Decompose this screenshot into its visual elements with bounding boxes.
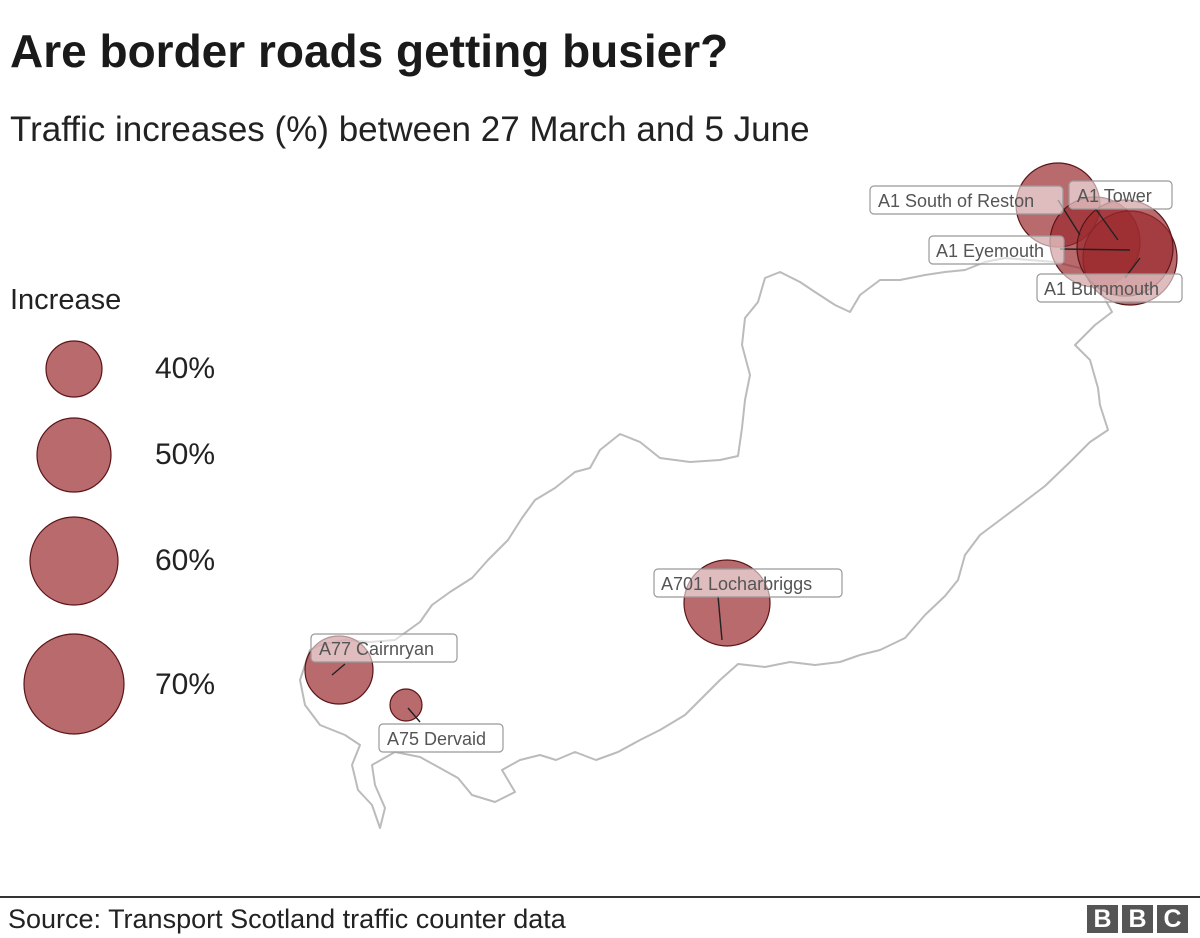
bbc-logo-letter: B	[1087, 905, 1118, 933]
source-note: Source: Transport Scotland traffic count…	[8, 904, 566, 934]
leader-a1-eyemouth	[1059, 248, 1131, 251]
site-label-name: A1 Tower	[1077, 186, 1152, 206]
legend-bubble-40	[45, 340, 103, 398]
site-label-name: A1 Burnmouth	[1044, 279, 1159, 299]
site-label-box	[1068, 180, 1173, 210]
site-label-box	[1036, 273, 1183, 303]
site-label-a75-dervaid: A75 Dervaid	[378, 723, 504, 753]
bubble-a75-dervaid	[389, 688, 423, 722]
legend-label-60: 60%	[155, 544, 216, 577]
site-label-box	[928, 235, 1065, 265]
site-label-a1-burnmouth: A1 Burnmouth	[1036, 273, 1183, 303]
site-label-name: A1 Eyemouth	[936, 241, 1044, 261]
site-label-a1-tower: A1 Tower	[1068, 180, 1173, 210]
legend-label-40: 40%	[155, 352, 216, 385]
dumfries-galloway-outline	[299, 257, 1113, 829]
leader-a77-cairnryan	[331, 663, 346, 676]
site-label-a1-eyemouth: A1 Eyemouth	[928, 235, 1065, 265]
legend-bubbles	[23, 340, 125, 735]
site-label-box	[869, 185, 1064, 215]
leader-a75-dervaid	[407, 707, 421, 723]
site-label-name: A77 Cairnryan	[319, 639, 434, 659]
site-label-a1-south-of-reston: A1 South of Reston	[869, 185, 1064, 215]
site-label-box	[378, 723, 504, 753]
legend-label-50: 50%	[155, 438, 216, 471]
site-label-box	[653, 568, 843, 598]
site-label-name: A75 Dervaid	[387, 729, 486, 749]
site-label-box	[310, 633, 458, 663]
bbc-logo-letter: B	[1122, 905, 1153, 933]
legend-bubble-50	[36, 417, 112, 493]
bbc-logo-letter: C	[1157, 905, 1188, 933]
legend-label-70: 70%	[155, 668, 216, 701]
leader-a1-tower	[1094, 207, 1119, 241]
legend-bubble-60	[29, 516, 119, 606]
site-label-name: A1 South of Reston	[878, 191, 1034, 211]
site-label-name: A701 Locharbriggs	[661, 574, 812, 594]
chart-subtitle: Traffic increases (%) between 27 March a…	[10, 110, 810, 149]
legend-bubble-70	[23, 633, 125, 735]
leader-a701-locharbriggs	[717, 595, 723, 641]
legend-title: Increase	[10, 284, 122, 316]
bbc-logo: B B C	[1087, 905, 1188, 933]
footer-divider	[0, 896, 1200, 898]
chart-title: Are border roads getting busier?	[10, 25, 729, 77]
site-label-a77-cairnryan: A77 Cairnryan	[310, 633, 458, 663]
site-label-a701-locharbriggs: A701 Locharbriggs	[653, 568, 843, 598]
